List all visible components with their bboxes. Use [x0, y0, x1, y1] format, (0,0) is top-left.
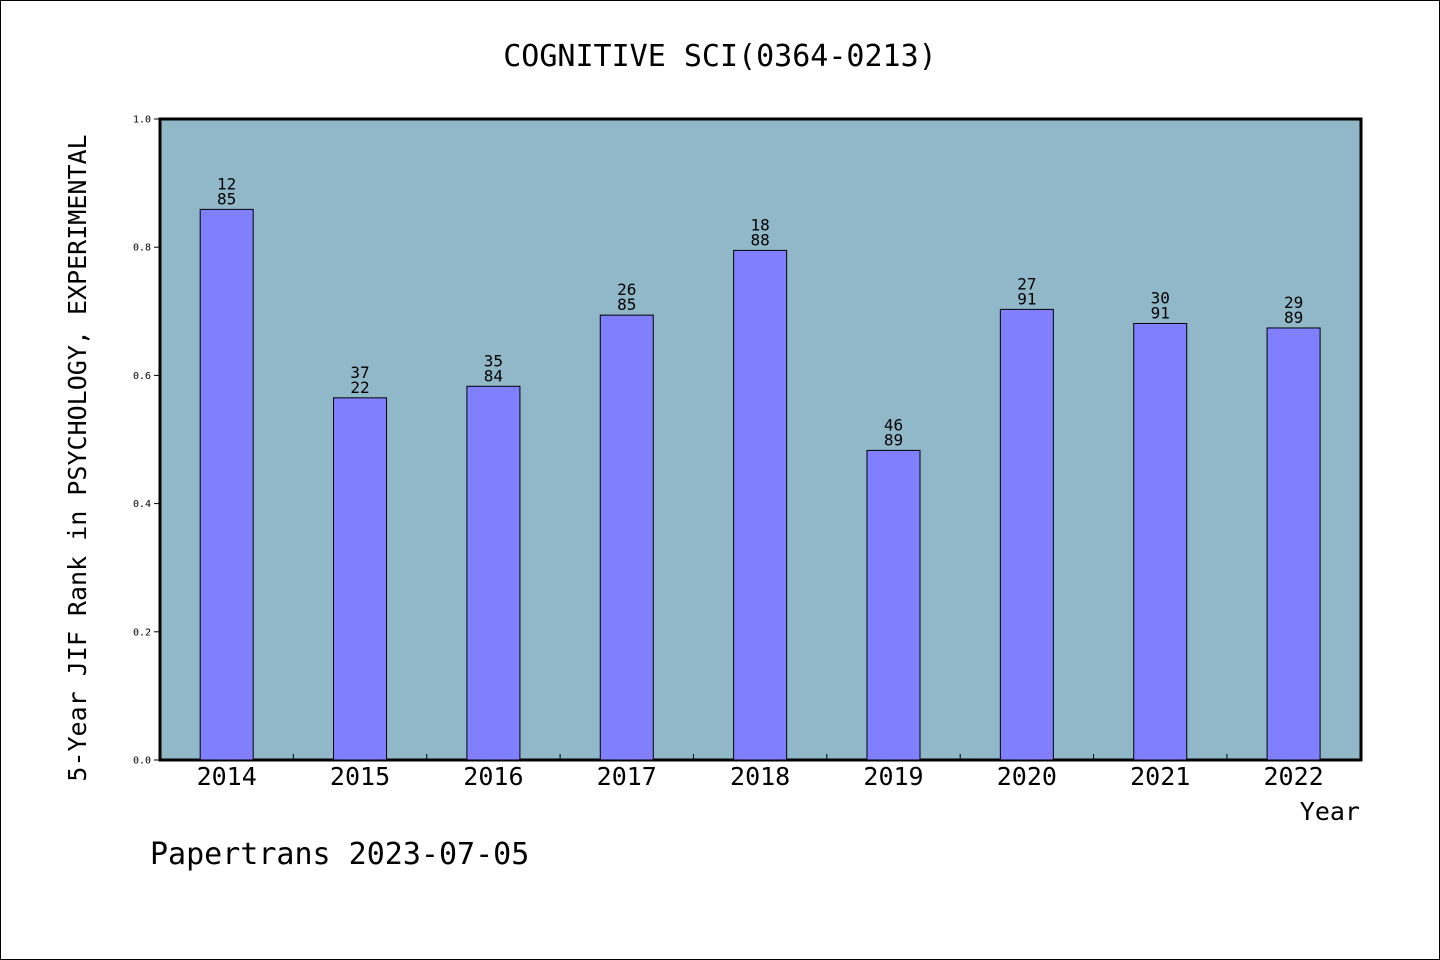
x-axis-label: Year	[1300, 797, 1360, 826]
y-tick-label-1.0: 1.0	[133, 115, 151, 126]
bar-label-bottom-2018: 88	[751, 230, 770, 249]
bar-2016	[466, 385, 521, 761]
bar-2015	[333, 397, 388, 761]
y-tick-label-0.6: 0.6	[133, 371, 151, 382]
x-tick-label-2021: 2021	[1130, 762, 1190, 791]
x-tick-label-2019: 2019	[863, 762, 923, 791]
bar-label-top-2019: 46	[884, 415, 903, 434]
bar-2014	[199, 208, 254, 761]
y-tick-label-0.0: 0.0	[133, 756, 151, 767]
y-tick-label-0.8: 0.8	[133, 243, 151, 254]
chart-title: COGNITIVE SCI(0364-0213)	[503, 39, 936, 74]
bar-2017	[599, 314, 654, 761]
bar-label-bottom-2020: 91	[1017, 289, 1036, 308]
bar-label-top-2016: 35	[484, 351, 503, 370]
bar-label-top-2022: 29	[1284, 293, 1303, 312]
bars-group	[199, 208, 1321, 761]
bar-label-top-2018: 18	[751, 215, 770, 234]
bar-label-bottom-2017: 85	[617, 295, 636, 314]
bar-label-bottom-2019: 89	[884, 430, 903, 449]
bar-label-top-2014: 12	[217, 174, 236, 193]
bar-2021	[1133, 322, 1188, 761]
y-axis-label: 5-Year JIF Rank in PSYCHOLOGY, EXPERIMEN…	[63, 134, 92, 781]
bar-2022	[1266, 327, 1321, 761]
bar-label-bottom-2021: 91	[1151, 303, 1170, 322]
bar-label-top-2020: 27	[1017, 274, 1036, 293]
y-tick-label-0.2: 0.2	[133, 627, 151, 638]
bar-2019	[866, 449, 921, 761]
x-tick-label-2022: 2022	[1263, 762, 1323, 791]
bar-label-bottom-2016: 84	[484, 366, 503, 385]
x-tick-label-2020: 2020	[997, 762, 1057, 791]
x-tick-label-2015: 2015	[330, 762, 390, 791]
y-tick-label-0.4: 0.4	[133, 499, 151, 510]
bar-label-bottom-2022: 89	[1284, 308, 1303, 327]
bar-label-top-2015: 37	[350, 363, 369, 382]
y-ticks-group: 0.0 0.2 0.4 0.6 0.8 1.0	[133, 115, 160, 767]
bar-label-bottom-2015: 22	[350, 378, 369, 397]
x-tick-label-2018: 2018	[730, 762, 790, 791]
bar-label-bottom-2014: 85	[217, 189, 236, 208]
bar-label-top-2017: 26	[617, 280, 636, 299]
bar-label-top-2021: 30	[1151, 288, 1170, 307]
bar-2018	[733, 249, 788, 761]
x-tick-label-2017: 2017	[597, 762, 657, 791]
x-tick-label-2016: 2016	[463, 762, 523, 791]
credit-text: Papertrans 2023-07-05	[150, 837, 529, 872]
bar-2020	[999, 308, 1054, 761]
x-ticks-group: 2014 2015 2016 2017 2018 2019 2020 2021 2022	[197, 754, 1324, 791]
x-tick-label-2014: 2014	[197, 762, 257, 791]
